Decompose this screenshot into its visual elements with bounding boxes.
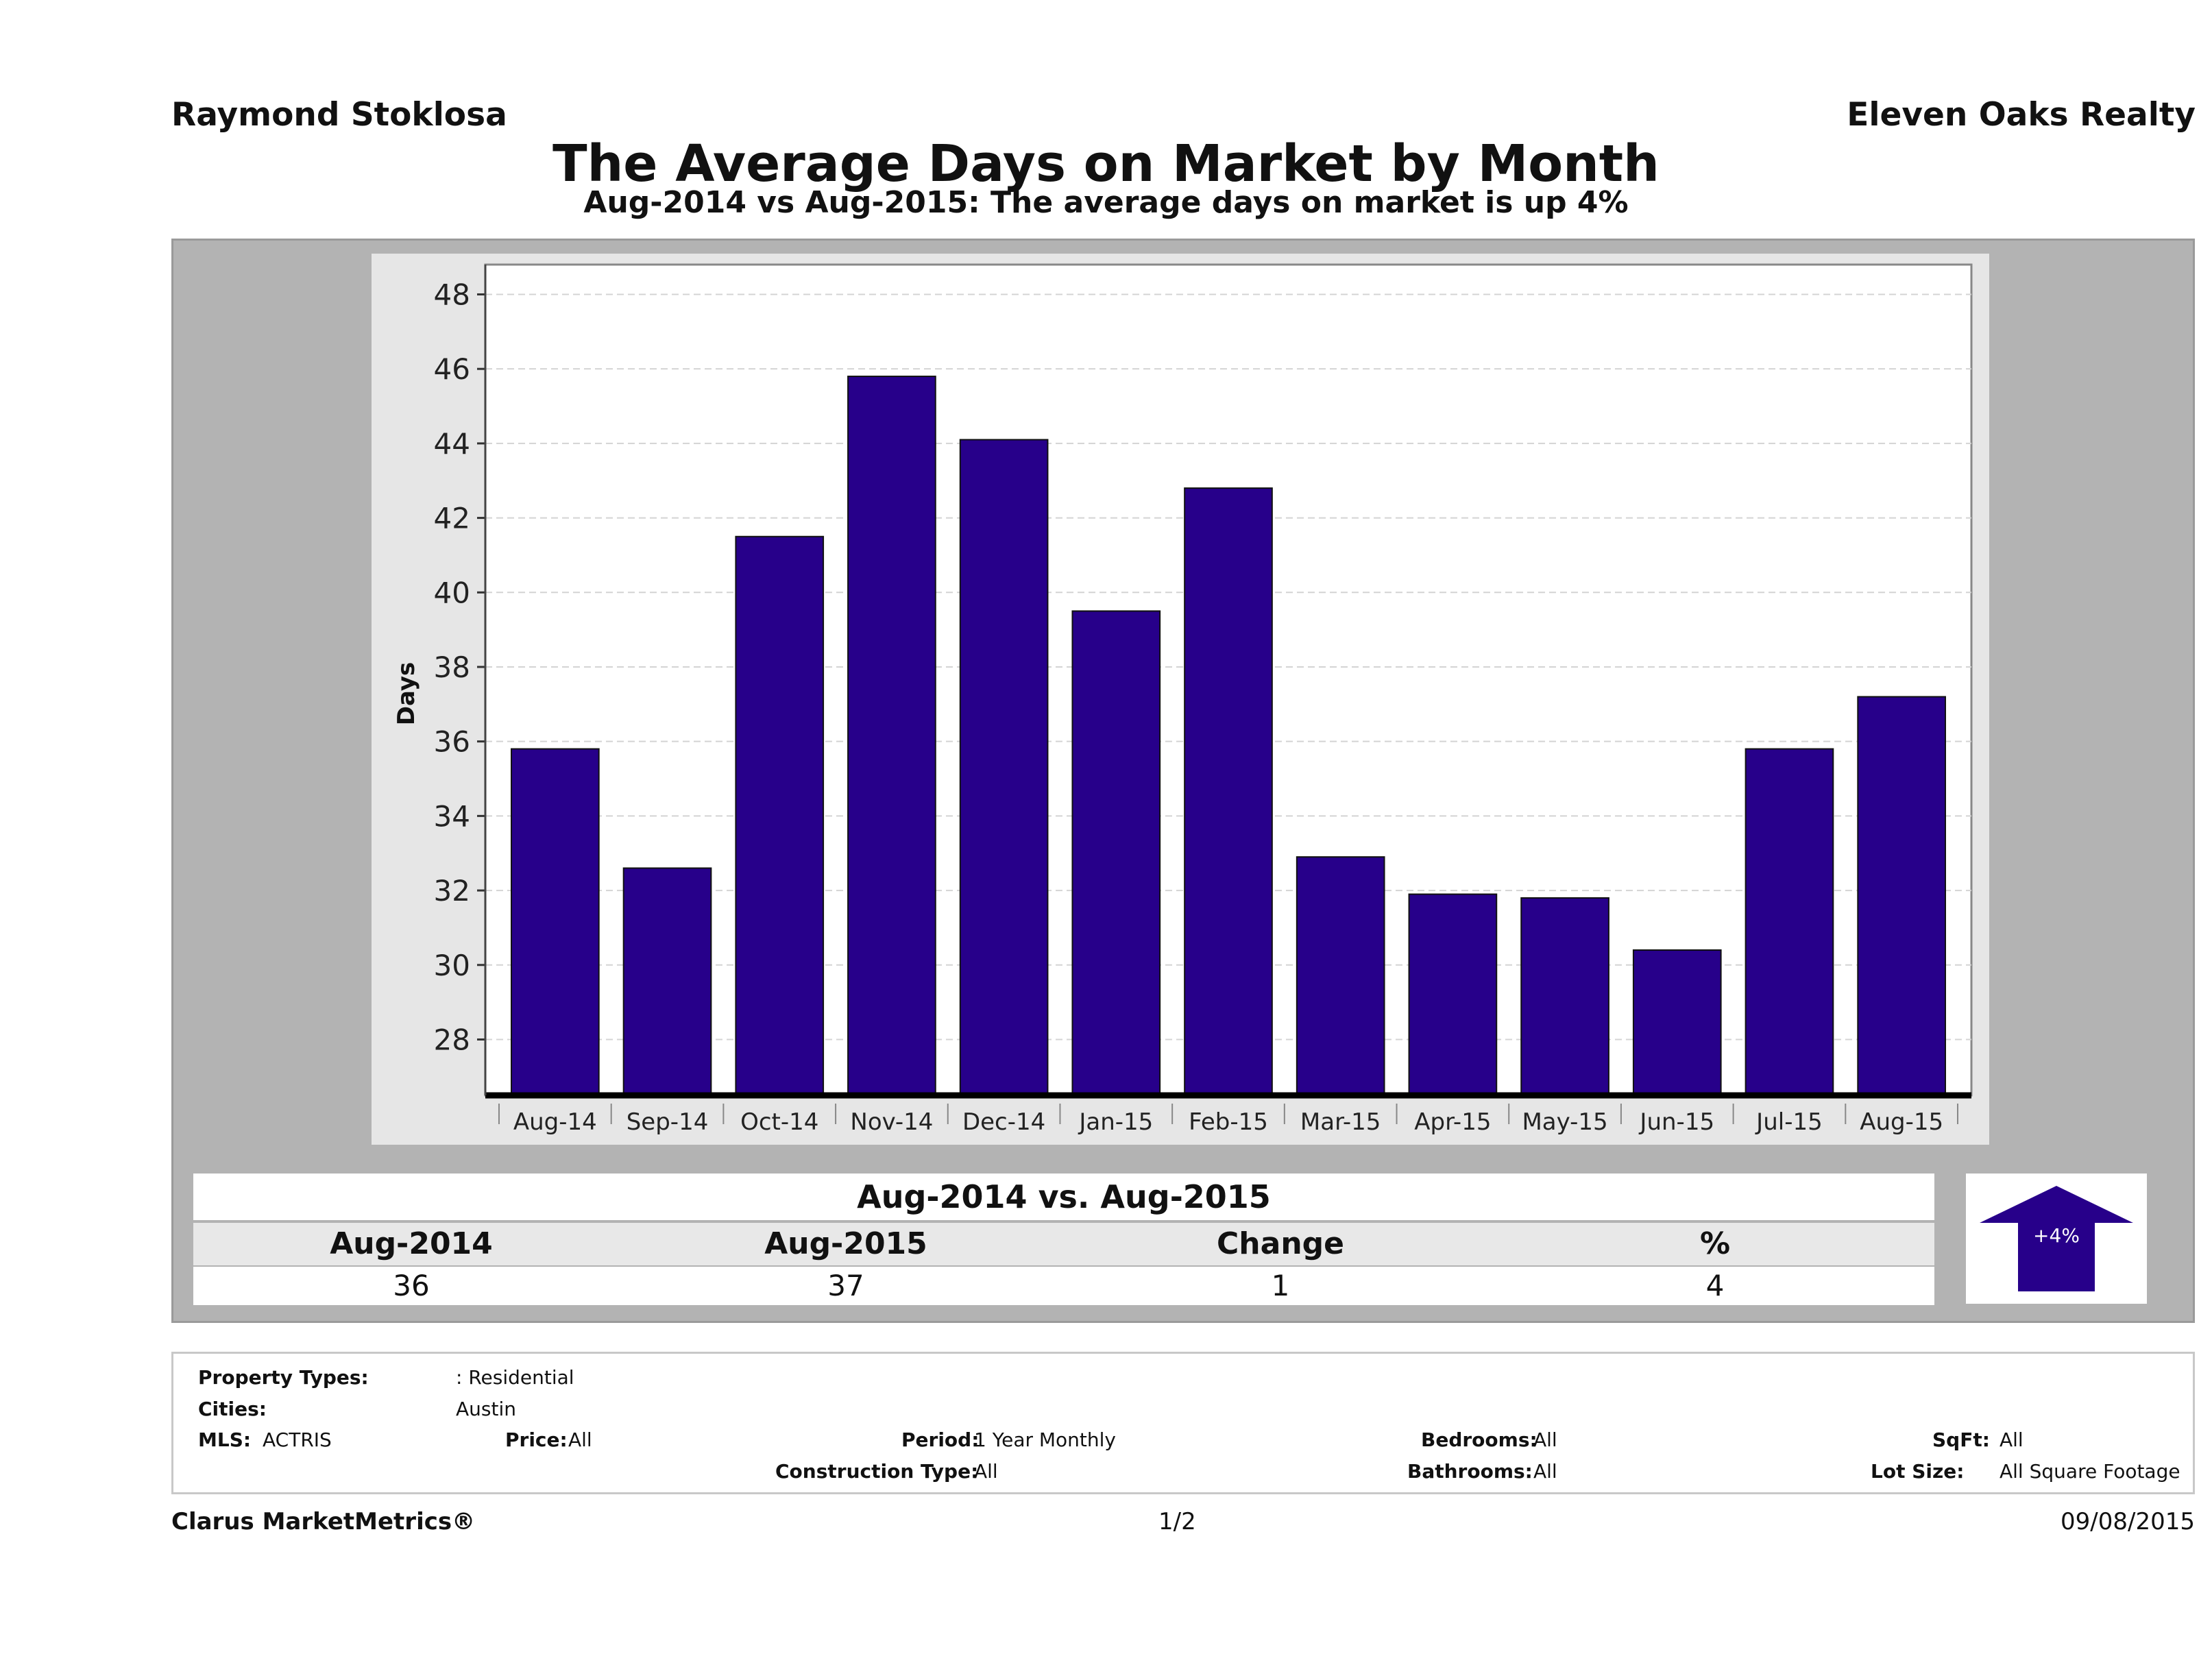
price-label: Price:: [505, 1428, 568, 1451]
y-tick-label: 38: [434, 650, 470, 684]
x-tick-label: Jul-15: [1755, 1108, 1823, 1136]
summary-label-change: Change: [1217, 1226, 1344, 1261]
x-tick-label: Feb-15: [1189, 1108, 1268, 1136]
trend-badge-label: +4%: [2033, 1224, 2080, 1247]
bar: [1184, 487, 1273, 1097]
x-tick-label: May-15: [1522, 1108, 1607, 1136]
summary-label-end: Aug-2015: [764, 1226, 927, 1261]
construction-label: Construction Type:: [775, 1460, 979, 1483]
bathrooms-value: All: [1533, 1460, 1557, 1483]
x-tick-label: Nov-14: [850, 1108, 933, 1136]
bar: [1520, 897, 1609, 1096]
y-axis-label: Days: [393, 662, 420, 726]
summary-values-row: 36 37 1 4: [193, 1267, 1934, 1305]
sqft-label: SqFt:: [1932, 1428, 1990, 1451]
y-tick-label: 34: [434, 799, 470, 833]
criteria-panel: Property Types: : Residential Cities: Au…: [171, 1352, 2195, 1494]
y-tick-label: 48: [434, 278, 470, 311]
y-tick-label: 36: [434, 725, 470, 759]
bar: [1745, 748, 1834, 1096]
summary-heading: Aug-2014 vs. Aug-2015: [193, 1174, 1934, 1220]
y-tick-label: 40: [434, 576, 470, 609]
summary-label-start: Aug-2014: [330, 1226, 493, 1261]
bar: [1408, 893, 1498, 1097]
cities-value: Austin: [456, 1398, 516, 1420]
page-subtitle: Aug-2014 vs Aug-2015: The average days o…: [583, 185, 1629, 220]
bar: [622, 867, 712, 1096]
up-arrow-icon: +4%: [1980, 1186, 2133, 1291]
x-tick-label: Sep-14: [627, 1108, 709, 1136]
footer-brand: Clarus MarketMetrics®: [171, 1508, 476, 1535]
company-name: Eleven Oaks Realty: [1847, 96, 2196, 134]
bar: [1857, 696, 1946, 1096]
bar: [1071, 610, 1161, 1096]
period-value: 1 Year Monthly: [974, 1428, 1117, 1451]
trend-badge: +4%: [1966, 1174, 2147, 1304]
x-tick-label: Jan-15: [1078, 1108, 1153, 1136]
bar: [511, 748, 600, 1096]
x-tick-label: Dec-14: [962, 1108, 1045, 1136]
bathrooms-label: Bathrooms:: [1407, 1460, 1533, 1483]
y-tick-label: 32: [434, 874, 470, 908]
bedrooms-label: Bedrooms:: [1421, 1428, 1538, 1451]
cities-label: Cities:: [198, 1398, 267, 1420]
bar: [735, 535, 825, 1096]
price-value: All: [568, 1428, 592, 1451]
property-types-value: : Residential: [456, 1366, 574, 1389]
bar-chart: 28 30 32 34 36 38 40 42 44 46 48 Aug-14 Sep-14 Oct-14…: [393, 263, 1973, 1136]
y-tick-label: 46: [434, 352, 470, 386]
bar: [1296, 856, 1385, 1096]
summary-label-percent: %: [1699, 1226, 1731, 1261]
x-tick-label: Mar-15: [1300, 1108, 1381, 1136]
x-tick-label: Apr-15: [1414, 1108, 1491, 1136]
x-tick-label: Aug-15: [1860, 1108, 1943, 1136]
y-tick-label: 44: [434, 427, 470, 461]
agent-name: Raymond Stoklosa: [171, 96, 507, 134]
summary-value-start: 36: [393, 1269, 430, 1302]
y-tick-label: 42: [434, 502, 470, 535]
x-tick-label: Oct-14: [740, 1108, 818, 1136]
footer-date: 09/08/2015: [2061, 1508, 2195, 1535]
bar: [847, 376, 936, 1097]
lot-size-value: All Square Footage: [2000, 1460, 2180, 1483]
bedrooms-value: All: [1533, 1428, 1557, 1451]
x-tick-label: Aug-14: [513, 1108, 597, 1136]
construction-value: All: [974, 1460, 998, 1483]
bar: [959, 439, 1049, 1096]
bar: [1632, 949, 1722, 1097]
summary-value-end: 37: [827, 1269, 864, 1302]
page-title: The Average Days on Market by Month: [552, 134, 1660, 193]
period-label: Period:: [901, 1428, 980, 1451]
x-tick-label: Jun-15: [1638, 1108, 1714, 1136]
lot-size-label: Lot Size:: [1871, 1460, 1965, 1483]
mls-value: ACTRIS: [263, 1428, 332, 1451]
mls-label: MLS:: [198, 1428, 252, 1451]
summary-labels-row: Aug-2014 Aug-2015 Change %: [193, 1223, 1934, 1265]
summary-heading-text: Aug-2014 vs. Aug-2015: [857, 1178, 1271, 1215]
footer-page-number: 1/2: [1158, 1508, 1196, 1535]
y-tick-label: 30: [434, 949, 470, 982]
y-tick-label: 28: [434, 1023, 470, 1056]
summary-value-percent: 4: [1705, 1269, 1725, 1302]
summary-value-change: 1: [1271, 1269, 1290, 1302]
chart-panel: 28 30 32 34 36 38 40 42 44 46 48 Aug-14 Sep-14 Oct-14…: [372, 254, 1989, 1145]
property-types-label: Property Types:: [198, 1366, 369, 1389]
sqft-value: All: [2000, 1428, 2023, 1451]
